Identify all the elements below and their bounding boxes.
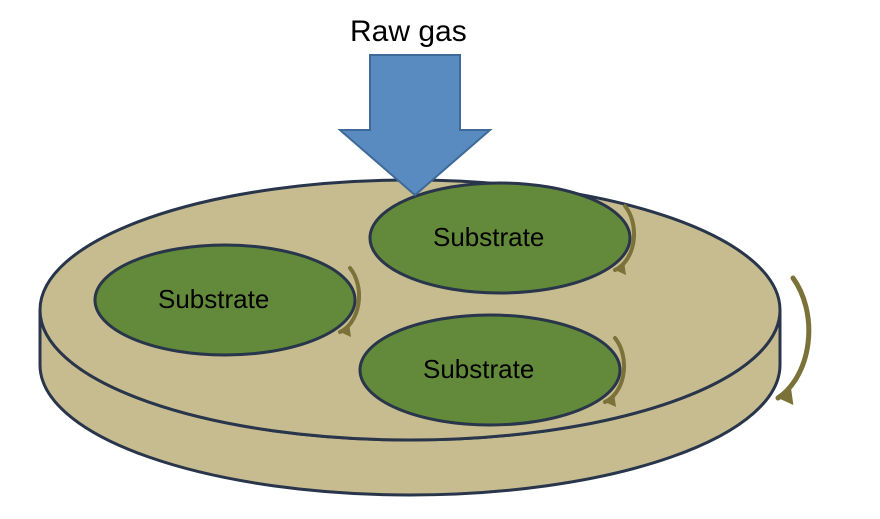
substrate-label: Substrate xyxy=(158,284,269,315)
substrate-label: Substrate xyxy=(423,354,534,385)
platter-rotation-arrow xyxy=(778,278,809,405)
diagram-svg xyxy=(0,0,880,519)
raw-gas-arrow xyxy=(340,55,490,195)
substrate-label: Substrate xyxy=(433,222,544,253)
